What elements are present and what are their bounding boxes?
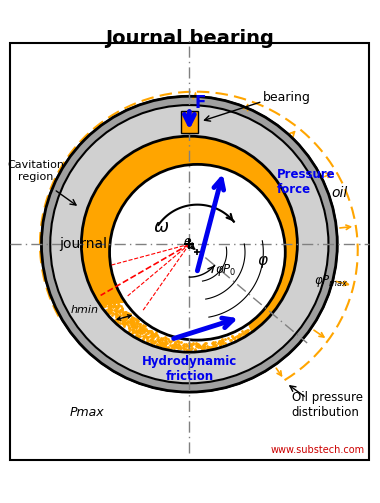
Text: hmin: hmin [70,304,98,314]
FancyBboxPatch shape [10,43,369,460]
Text: Oil pressure
distribution: Oil pressure distribution [292,391,363,419]
Text: Pmax: Pmax [70,406,104,419]
Circle shape [41,96,337,392]
Text: $\varphi P_0$: $\varphi P_0$ [215,262,236,278]
Text: Pressure
force: Pressure force [277,168,336,196]
Polygon shape [101,303,251,352]
Text: bearing: bearing [263,91,310,104]
Circle shape [109,164,285,340]
Text: $\varphi$: $\varphi$ [256,255,269,271]
Text: oil: oil [331,186,348,200]
Text: Hydrodynamic
friction: Hydrodynamic friction [142,355,237,383]
Circle shape [50,105,328,383]
Circle shape [41,96,337,392]
Polygon shape [101,303,251,352]
Polygon shape [81,136,298,332]
Polygon shape [81,136,298,332]
Text: Journal bearing: Journal bearing [105,29,274,48]
Text: $\omega$: $\omega$ [153,218,169,235]
Text: e: e [183,235,191,248]
Bar [181,111,198,133]
Text: $\varphi P_{max}$: $\varphi P_{max}$ [314,273,349,289]
Text: F: F [195,94,206,112]
Text: Cavitation
region: Cavitation region [7,160,64,182]
Circle shape [81,136,298,352]
Text: www.substech.com: www.substech.com [271,445,365,455]
Text: journal: journal [59,237,107,251]
